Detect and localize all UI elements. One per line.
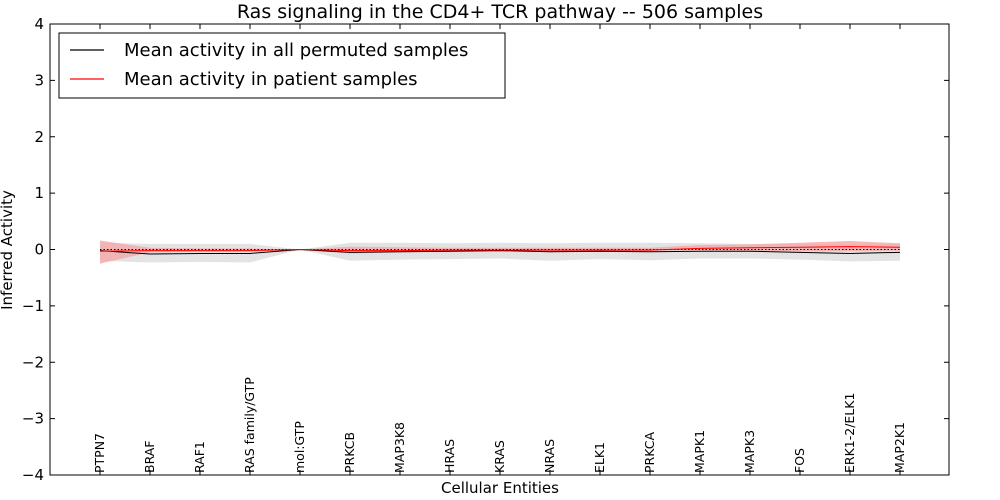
x-tick-label: PRKCB: [342, 432, 357, 473]
y-tick-label: 3: [34, 71, 44, 89]
x-axis-label: Cellular Entities: [441, 479, 559, 497]
x-tick-label: NRAS: [542, 439, 557, 473]
legend-label-1: Mean activity in patient samples: [124, 69, 418, 90]
y-axis-ticks: −4 −3 −2 −1 0 1 2 3 4: [22, 15, 949, 484]
x-tick-label: FOS: [792, 448, 807, 473]
y-tick-label: −4: [22, 466, 44, 484]
x-tick-label: mol:GTP: [292, 421, 307, 473]
legend: Mean activity in all permuted samples Mea…: [58, 32, 506, 99]
y-tick-label: −2: [22, 353, 44, 371]
x-tick-label: MAP3K8: [392, 422, 407, 473]
x-axis-ticks: PTPN7 BRAF RAF1 RAS family/GTP mol:GTP PRKCB M…: [92, 24, 907, 475]
y-tick-label: −1: [22, 297, 44, 315]
confidence-bands: [100, 240, 900, 264]
band-series-1: [100, 240, 900, 264]
x-tick-label: KRAS: [492, 440, 507, 473]
x-tick-label: PTPN7: [92, 433, 107, 473]
y-tick-label: 1: [34, 184, 44, 202]
line-series-1: [99, 246, 901, 252]
x-tick-label: PRKCA: [642, 432, 657, 473]
x-tick-label: ELK1: [592, 442, 607, 473]
y-tick-label: 2: [34, 128, 44, 146]
legend-box: [58, 32, 506, 99]
series-lines: [99, 246, 901, 255]
y-axis-label: Inferred Activity: [0, 190, 16, 310]
x-tick-label: BRAF: [142, 441, 157, 474]
y-tick-label: 0: [34, 241, 44, 259]
x-tick-label: RAS family/GTP: [242, 377, 257, 473]
plot-frame: [49, 23, 950, 476]
y-tick-label: −3: [22, 410, 44, 428]
legend-label-0: Mean activity in all permuted samples: [124, 40, 468, 61]
x-tick-label: RAF1: [192, 441, 207, 473]
line-series-0: [99, 248, 901, 255]
x-tick-label: MAP2K1: [892, 422, 907, 473]
x-tick-label: ERK1-2/ELK1: [842, 393, 857, 473]
x-tick-label: HRAS: [442, 439, 457, 473]
x-tick-label: MAPK3: [742, 430, 757, 473]
y-tick-label: 4: [34, 15, 44, 33]
x-tick-label: MAPK1: [692, 430, 707, 473]
chart-title: Ras signaling in the CD4+ TCR pathway --…: [237, 1, 763, 23]
